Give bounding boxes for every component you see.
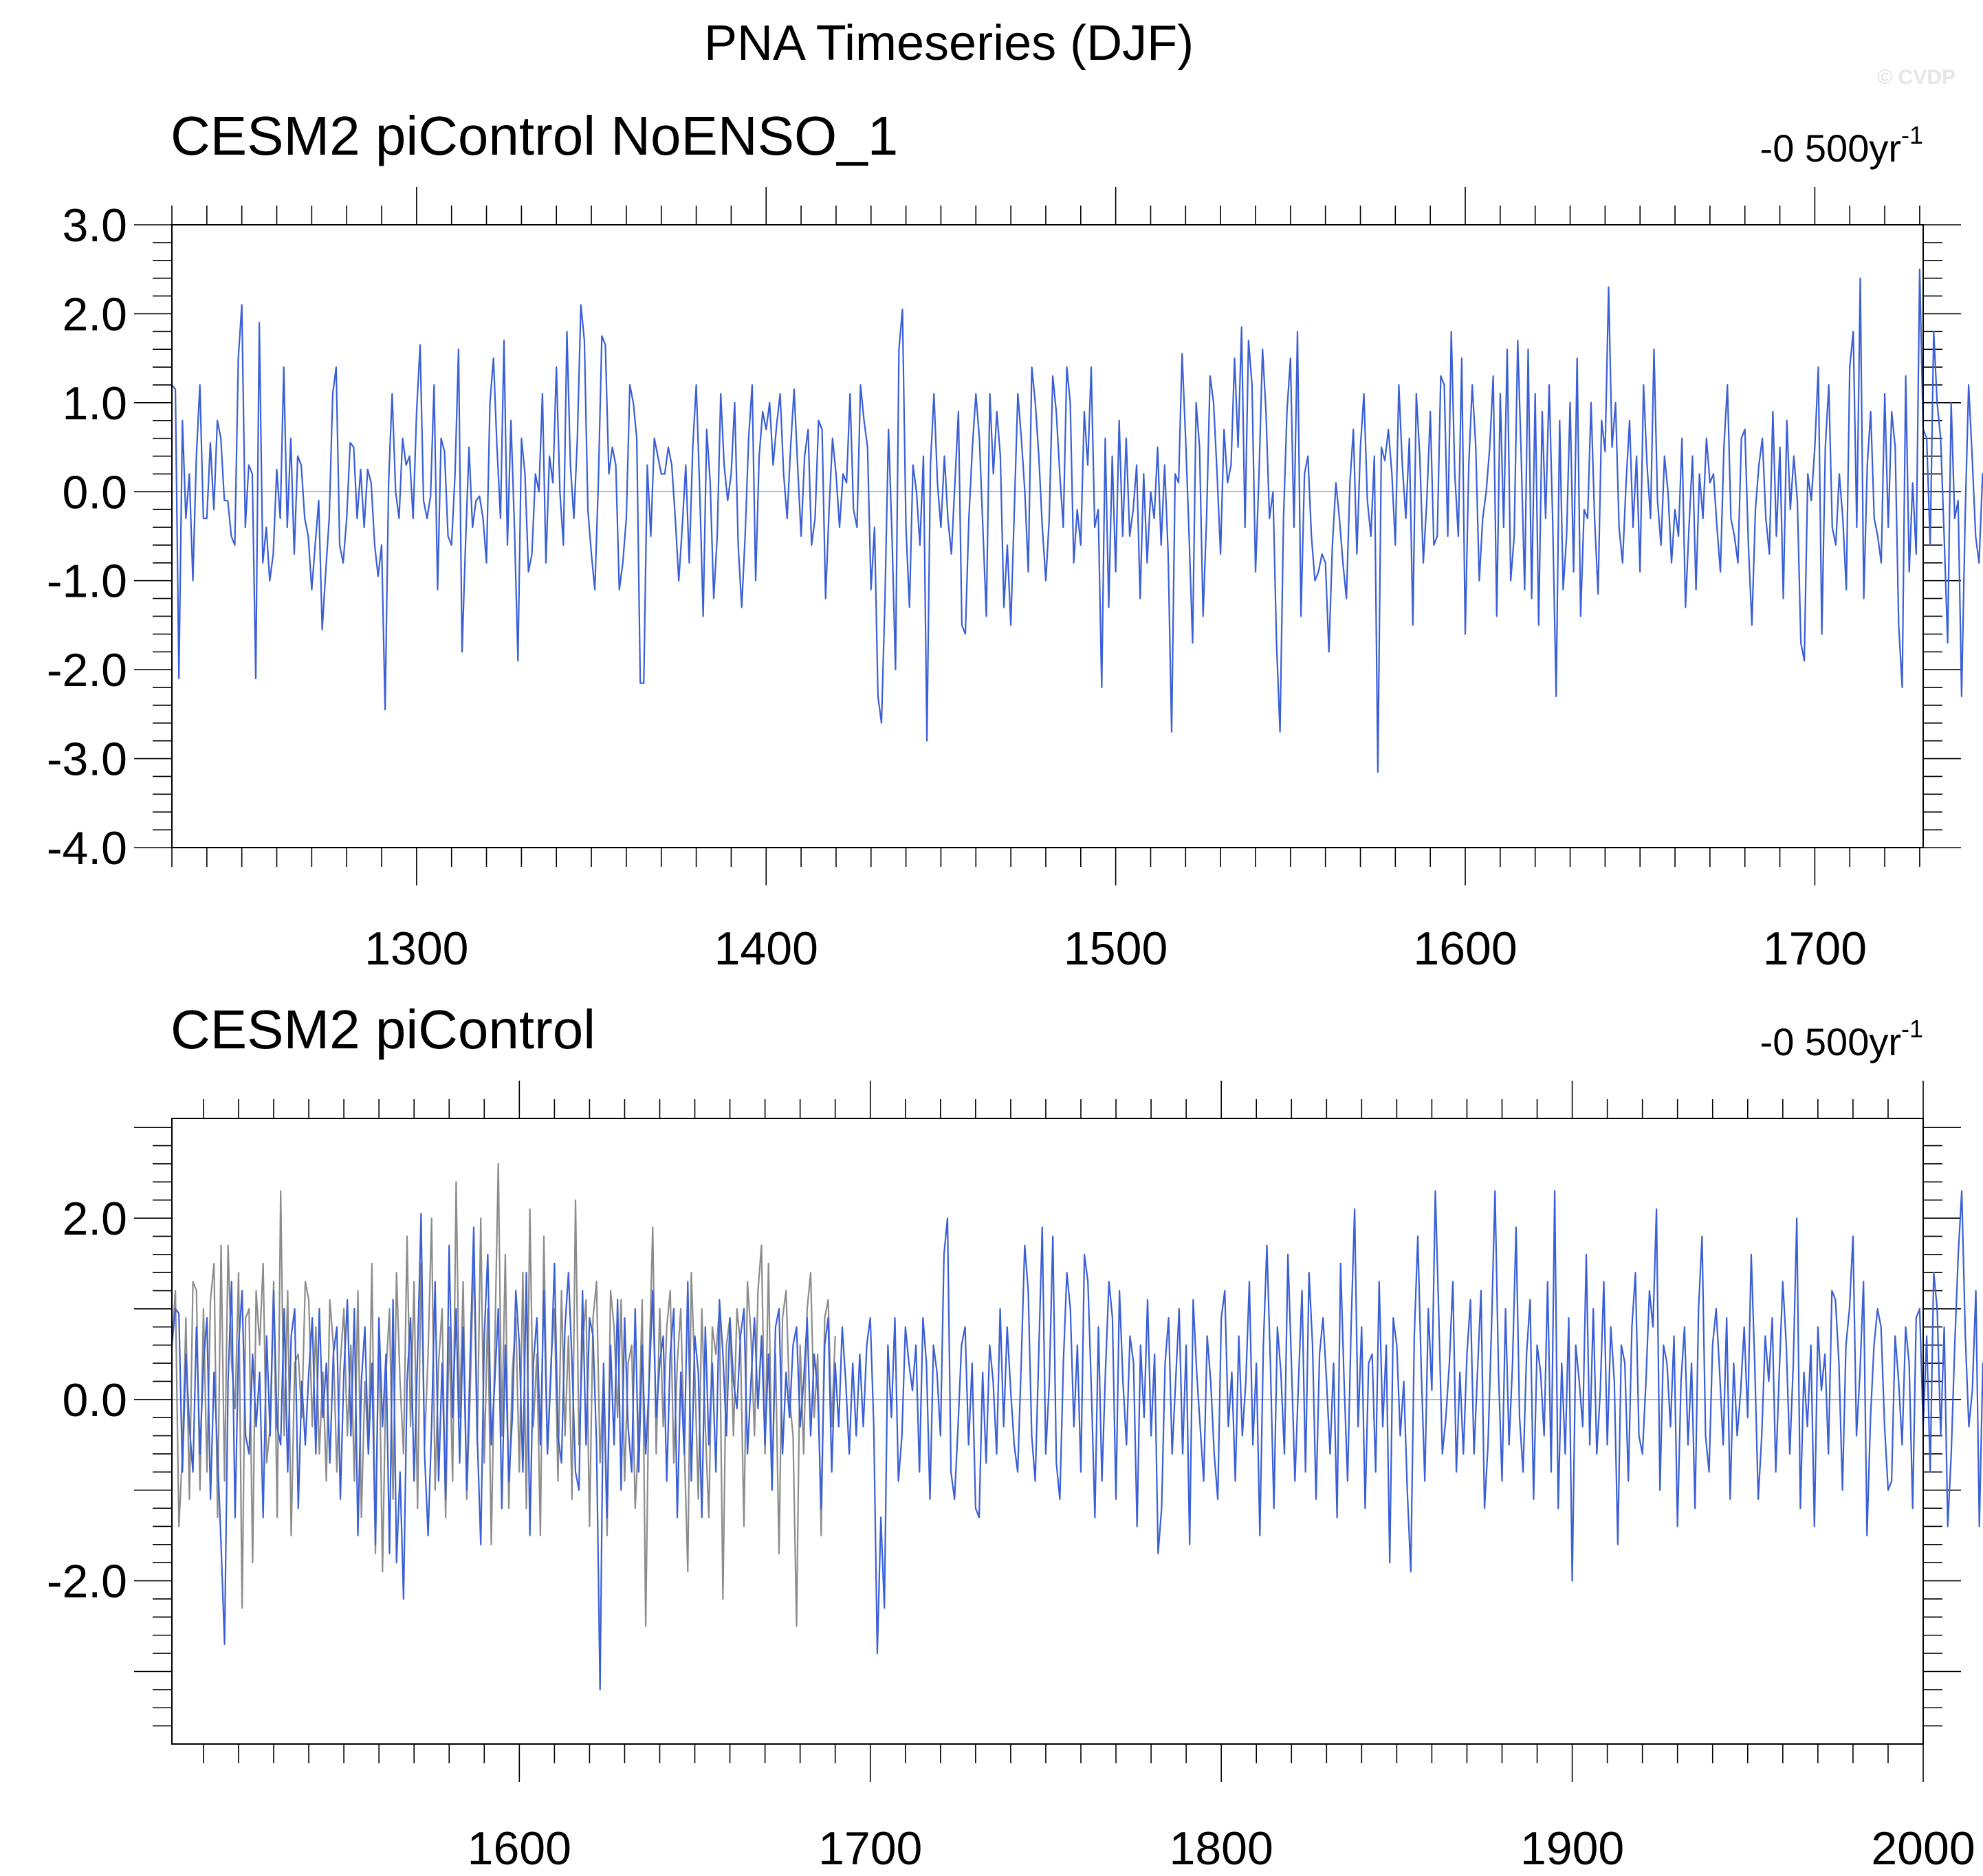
series-line <box>171 268 1983 773</box>
trend-label: -0 500yr-1 <box>1760 1015 1923 1063</box>
x-tick-label: 1600 <box>1413 923 1517 975</box>
x-tick-label: 1800 <box>1170 1822 1273 1875</box>
y-tick-label: 3.0 <box>62 199 127 252</box>
plot-frame <box>171 224 1924 848</box>
credit-watermark: © CVDP <box>1877 66 1955 89</box>
y-tick-label: -4.0 <box>47 822 127 874</box>
x-tick-label: 2000 <box>1871 1822 1975 1875</box>
x-tick-label: 1900 <box>1520 1822 1624 1875</box>
panel-title: CESM2 piControl NoENSO_1 <box>171 105 898 166</box>
y-tick-label: -3.0 <box>47 733 127 786</box>
y-tick-label: 2.0 <box>62 288 127 340</box>
y-tick-label: -1.0 <box>47 555 127 608</box>
plot-frame <box>171 1118 1924 1745</box>
main-title: PNA Timeseries (DJF) <box>703 16 1194 71</box>
x-tick-label: 1600 <box>468 1822 571 1875</box>
x-tick-label: 1700 <box>1763 923 1867 975</box>
y-tick-label: 0.0 <box>62 1374 127 1426</box>
panel-title: CESM2 piControl <box>171 999 595 1060</box>
series-line <box>171 1190 1983 1690</box>
x-tick-label: 1700 <box>818 1822 922 1875</box>
x-tick-label: 1500 <box>1064 923 1168 975</box>
x-tick-label: 1400 <box>714 923 818 975</box>
y-tick-label: -2.0 <box>47 1556 127 1608</box>
y-tick-label: -2.0 <box>47 644 127 696</box>
trend-label: -0 500yr-1 <box>1760 121 1923 170</box>
x-tick-label: 1300 <box>364 923 468 975</box>
series-line <box>171 1162 836 1627</box>
y-tick-label: 1.0 <box>62 377 127 430</box>
y-tick-label: 0.0 <box>62 466 127 518</box>
y-tick-label: 2.0 <box>62 1193 127 1245</box>
